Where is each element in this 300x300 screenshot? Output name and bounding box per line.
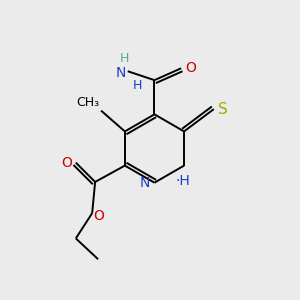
Text: O: O [185,61,196,75]
Text: S: S [218,102,227,117]
Text: N: N [139,176,150,190]
Text: O: O [61,156,72,170]
Text: ·H: ·H [175,174,190,188]
Text: CH₃: CH₃ [76,96,100,109]
Text: H: H [120,52,129,65]
Text: N: N [116,66,126,80]
Text: H: H [133,79,142,92]
Text: O: O [94,209,104,223]
